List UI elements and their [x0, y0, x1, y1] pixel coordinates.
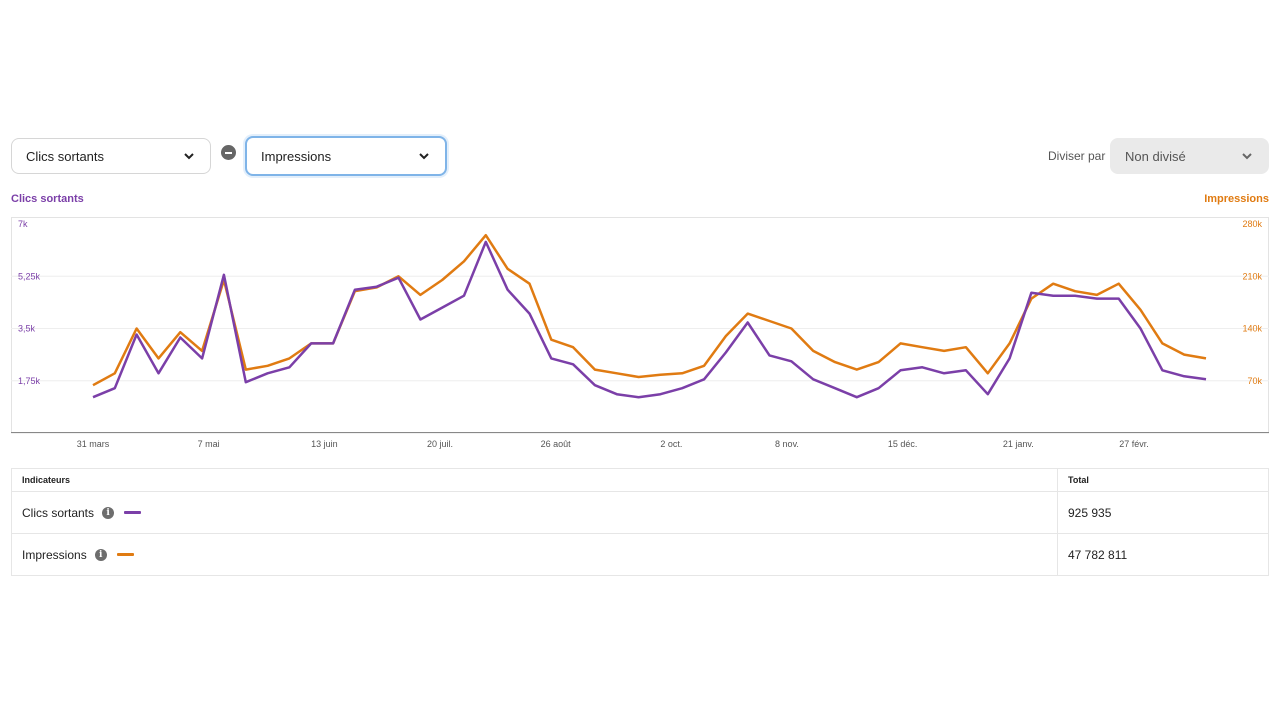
split-by-label: Diviser par	[1048, 149, 1106, 163]
x-tick-label: 20 juil.	[427, 439, 453, 449]
column-header-indicator: Indicateurs	[11, 468, 1058, 492]
right-axis-title: Impressions	[1204, 193, 1269, 205]
table-header-row: Indicateurs Total	[11, 468, 1269, 492]
y-right-tick-label: 210k	[1242, 271, 1262, 281]
indicator-label: Impressions	[22, 547, 87, 562]
y-right-tick-label: 140k	[1242, 324, 1262, 334]
remove-metric-icon[interactable]	[221, 145, 236, 160]
y-right-tick-label: 70k	[1247, 376, 1262, 386]
indicator-cell: Impressions i	[11, 533, 1058, 576]
line-chart: 1,75k 3,5k 5,25k 7k 70k 140k 210k 280k 31 mars 7 …	[11, 217, 1269, 453]
table-row: Impressions i 47 782 811	[11, 533, 1269, 576]
x-tick-label: 15 déc.	[888, 439, 918, 449]
y-right-tick-label: 280k	[1242, 219, 1262, 229]
x-tick-label: 13 juin	[311, 439, 338, 449]
table-row: Clics sortants i 925 935	[11, 491, 1269, 534]
series-swatch-impressions	[116, 553, 134, 556]
indicator-label: Clics sortants	[22, 505, 95, 520]
indicator-cell: Clics sortants i	[11, 491, 1058, 534]
left-axis-title: Clics sortants	[11, 193, 84, 205]
x-tick-label: 21 janv.	[1003, 439, 1034, 449]
series-line-clics	[92, 240, 1207, 399]
info-icon[interactable]: i	[94, 548, 107, 561]
y-left-tick-label: 3,5k	[18, 324, 36, 334]
x-tick-label: 26 août	[541, 439, 572, 449]
chevron-down-icon	[1240, 149, 1254, 163]
x-tick-label: 7 mai	[198, 439, 220, 449]
chevron-down-icon	[417, 149, 431, 163]
series-line-impressions	[92, 233, 1207, 387]
metrics-table: Indicateurs Total Clics sortants i 925 9…	[11, 468, 1269, 576]
y-left-tick-label: 7k	[18, 219, 28, 229]
metric-select-secondary[interactable]: Impressions	[245, 136, 447, 176]
split-by-select[interactable]: Non divisé	[1110, 138, 1269, 174]
total-cell: 925 935	[1057, 491, 1269, 534]
metric-select-primary[interactable]: Clics sortants	[11, 138, 211, 174]
metric-select-secondary-value: Impressions	[261, 148, 332, 164]
column-header-total: Total	[1057, 468, 1269, 492]
metric-select-primary-value: Clics sortants	[26, 148, 105, 164]
series-swatch-clicks	[124, 511, 142, 514]
x-tick-label: 2 oct.	[660, 439, 682, 449]
chevron-down-icon	[182, 149, 196, 163]
total-cell: 47 782 811	[1057, 533, 1269, 576]
chart-svg: 1,75k 3,5k 5,25k 7k 70k 140k 210k 280k 31 mars 7 …	[11, 217, 1269, 449]
x-tick-label: 27 févr.	[1119, 439, 1149, 449]
plot-frame	[11, 217, 1269, 434]
y-left-tick-label: 1,75k	[18, 376, 41, 386]
x-tick-label: 8 nov.	[775, 439, 799, 449]
split-by-value: Non divisé	[1125, 148, 1186, 164]
x-tick-label: 31 mars	[77, 439, 110, 449]
y-left-tick-label: 5,25k	[18, 271, 41, 281]
info-icon[interactable]: i	[102, 506, 115, 519]
